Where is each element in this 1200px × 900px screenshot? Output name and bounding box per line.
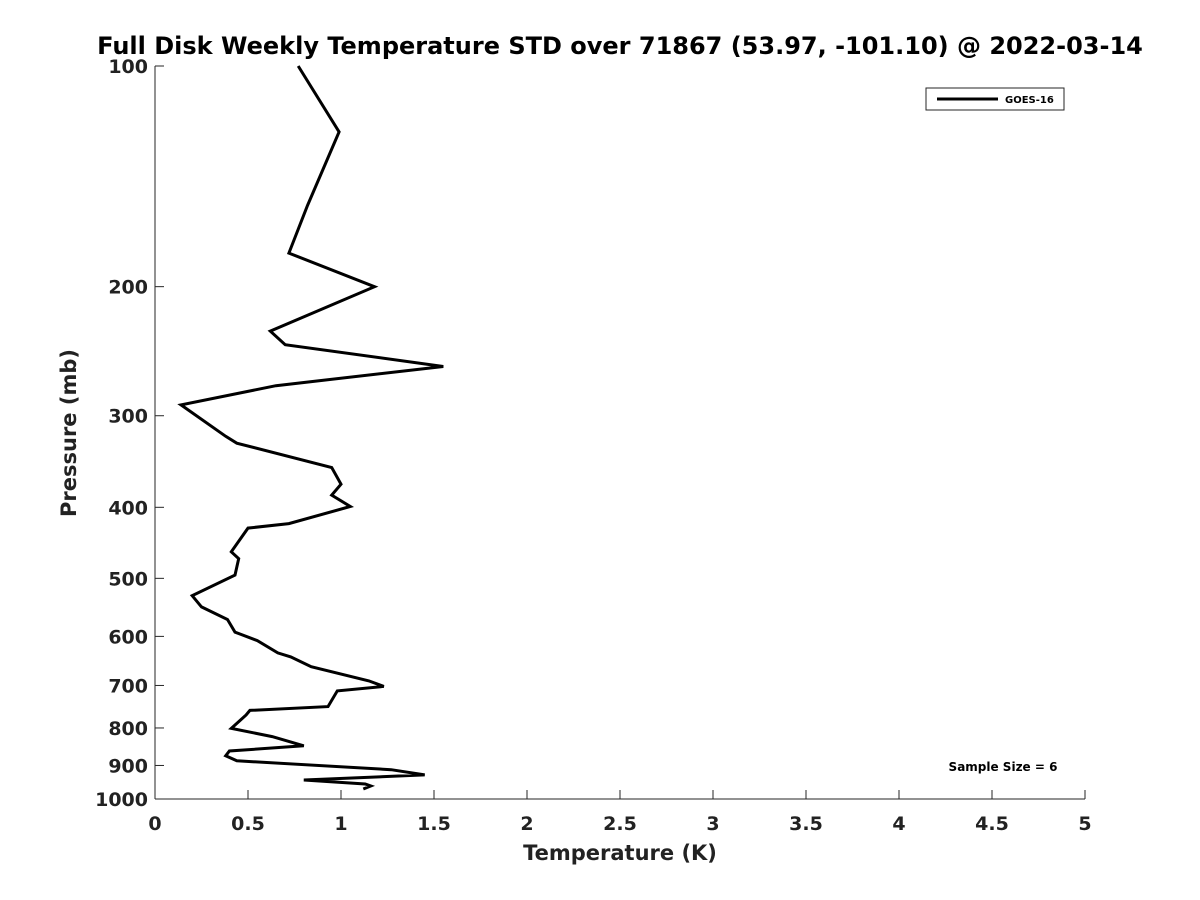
- plot-area: 0 0.5 1 1.5 2 2.5 3 3.5 4 4.5 5 100 200 300 400 500 600…: [95, 56, 1092, 835]
- x-tick-label: 4: [892, 813, 905, 835]
- y-tick-label: 900: [108, 755, 148, 777]
- x-axis-label: Temperature (K): [523, 841, 717, 865]
- series-line-goes-16: [177, 65, 444, 791]
- y-tick-label: 800: [108, 718, 148, 740]
- legend: GOES-16: [925, 87, 1065, 111]
- x-tick-label: 0.5: [231, 813, 265, 835]
- legend-label-goes-16: GOES-16: [1005, 95, 1054, 106]
- y-tick-label: 600: [108, 626, 148, 648]
- x-tick-label: 0: [148, 813, 161, 835]
- y-tick-label: 400: [108, 497, 148, 519]
- x-tick-label: 3: [706, 813, 719, 835]
- y-tick-label: 700: [108, 675, 148, 697]
- y-tick-label: 200: [108, 277, 148, 299]
- x-tick-label: 4.5: [975, 813, 1009, 835]
- y-ticks: 100 200 300 400 500 600 700 800 900 1000: [95, 56, 164, 811]
- y-tick-label: 500: [108, 568, 148, 590]
- x-tick-label: 1.5: [417, 813, 451, 835]
- x-ticks: 0 0.5 1 1.5 2 2.5 3 3.5 4 4.5 5: [148, 790, 1092, 835]
- y-tick-label: 100: [108, 56, 148, 78]
- x-tick-label: 2.5: [603, 813, 637, 835]
- x-tick-label: 3.5: [789, 813, 823, 835]
- x-tick-label: 5: [1078, 813, 1091, 835]
- y-tick-label: 1000: [95, 789, 148, 811]
- y-tick-label: 300: [108, 406, 148, 428]
- x-tick-label: 1: [334, 813, 347, 835]
- y-axis-label: Pressure (mb): [57, 349, 81, 517]
- x-tick-label: 2: [520, 813, 533, 835]
- sample-size-annotation: Sample Size = 6: [949, 760, 1058, 774]
- chart-title: Full Disk Weekly Temperature STD over 71…: [97, 32, 1143, 60]
